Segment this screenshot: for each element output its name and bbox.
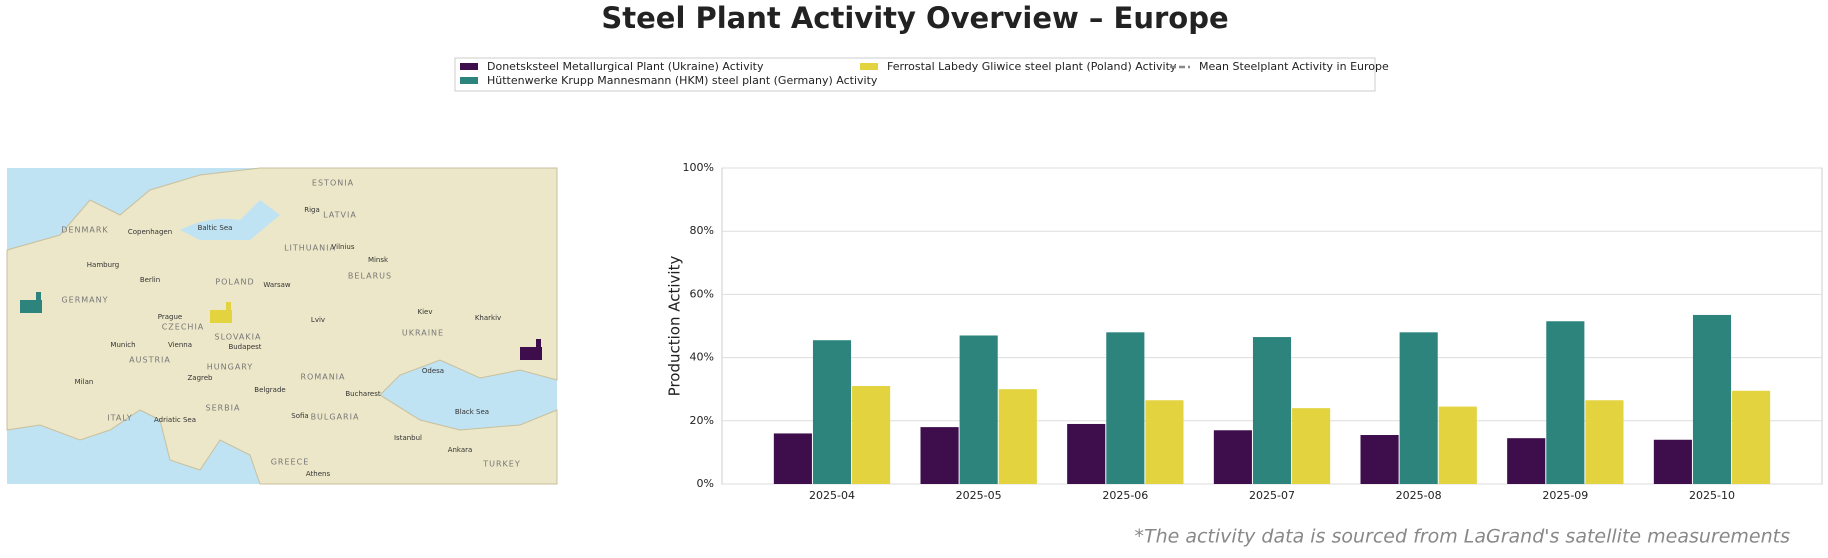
bar [1360,435,1399,484]
bar [1692,314,1732,484]
bar [812,340,852,484]
map-label: Belgrade [254,386,285,394]
map-label: Minsk [368,256,389,264]
x-tick-label: 2025-10 [1689,489,1735,502]
map-label: AUSTRIA [129,356,171,365]
legend-swatch [460,63,478,70]
bar [1145,400,1184,484]
map-label: Hamburg [87,261,119,269]
map-label: TURKEY [482,460,521,469]
bar [1585,400,1624,484]
map-label: SLOVAKIA [215,333,262,342]
bar [1732,390,1771,484]
y-tick-label: 0% [697,477,714,490]
plant-icon [520,339,542,360]
map-label: Kiev [418,308,433,316]
x-tick-label: 2025-06 [1102,489,1148,502]
map-label: Black Sea [455,408,489,416]
y-tick-label: 20% [690,414,714,427]
legend-swatch [860,63,878,70]
y-axis-label: Production Activity [666,256,684,397]
map-label: Warsaw [263,281,291,289]
x-tick-label: 2025-09 [1542,489,1588,502]
x-tick-label: 2025-07 [1249,489,1295,502]
map-label: POLAND [215,278,254,287]
map-label: Munich [110,341,135,349]
bar [1252,337,1292,484]
map-label: BELARUS [348,272,392,281]
map-label: CZECHIA [162,323,205,332]
map-label: Ankara [448,446,473,454]
map-label: DENMARK [61,226,108,235]
map-land [6,167,558,485]
footnote: *The activity data is sourced from LaGra… [1134,526,1790,548]
legend-label: Donetsksteel Metallurgical Plant (Ukrain… [487,60,764,73]
map-label: Zagreb [187,374,213,382]
map-sea [180,200,280,240]
map-label: HUNGARY [207,363,253,372]
map-label: Lviv [311,316,325,324]
map-label: Vilnius [332,243,355,251]
map-label: Kharkiv [475,314,501,322]
legend-label: Mean Steelplant Activity in Europe [1199,60,1389,73]
map-label: ITALY [107,414,132,423]
map-label: LATVIA [323,211,357,220]
map-label: GERMANY [61,296,108,305]
plant-icon [210,302,232,323]
map-label: BULGARIA [311,413,360,422]
bar [1067,423,1106,484]
map-label: Sofia [291,412,308,420]
map-label: Istanbul [394,434,422,442]
map-label: Budapest [228,343,261,351]
map-label: Athens [306,470,331,478]
y-tick-label: 80% [690,224,714,237]
bar [998,389,1037,484]
bar [1438,406,1477,484]
y-tick-label: 40% [690,351,714,364]
map-label: Vienna [168,341,192,349]
legend-label: Ferrostal Labedy Gliwice steel plant (Po… [887,60,1177,73]
bar [959,335,998,484]
map-label: Berlin [140,276,160,284]
y-tick-label: 100% [683,161,714,174]
map-label: ESTONIA [312,179,354,188]
map-label: SERBIA [205,404,240,413]
bar [1546,321,1585,484]
chart-title: Steel Plant Activity Overview – Europe [601,1,1228,35]
legend-swatch [460,77,478,84]
map-label: Milan [75,378,94,386]
bar [1213,430,1252,484]
map-label: ROMANIA [300,373,345,382]
bar [1507,438,1546,484]
bar [920,427,959,484]
bar [1653,439,1692,484]
map-label: Prague [158,313,182,321]
map-label: Copenhagen [128,228,172,236]
map-label: Baltic Sea [198,224,233,232]
bar [1399,332,1438,484]
map-label: UKRAINE [402,329,444,338]
x-tick-label: 2025-08 [1396,489,1442,502]
bar [852,386,891,484]
x-tick-label: 2025-05 [956,489,1002,502]
map-label: Adriatic Sea [154,416,196,424]
bar [1292,408,1331,484]
legend [454,57,1376,92]
plant-icon [20,292,42,313]
x-tick-label: 2025-04 [809,489,855,502]
map-label: Bucharest [345,390,380,398]
map-label: Riga [304,206,320,214]
map-label: Odesa [422,367,444,375]
bar [1106,332,1145,484]
bar [773,433,812,484]
map-label: LITHUANIA [284,244,336,253]
map-label: GREECE [271,458,310,467]
legend-label: Hüttenwerke Krupp Mannesmann (HKM) steel… [487,74,878,87]
y-tick-label: 60% [690,287,714,300]
